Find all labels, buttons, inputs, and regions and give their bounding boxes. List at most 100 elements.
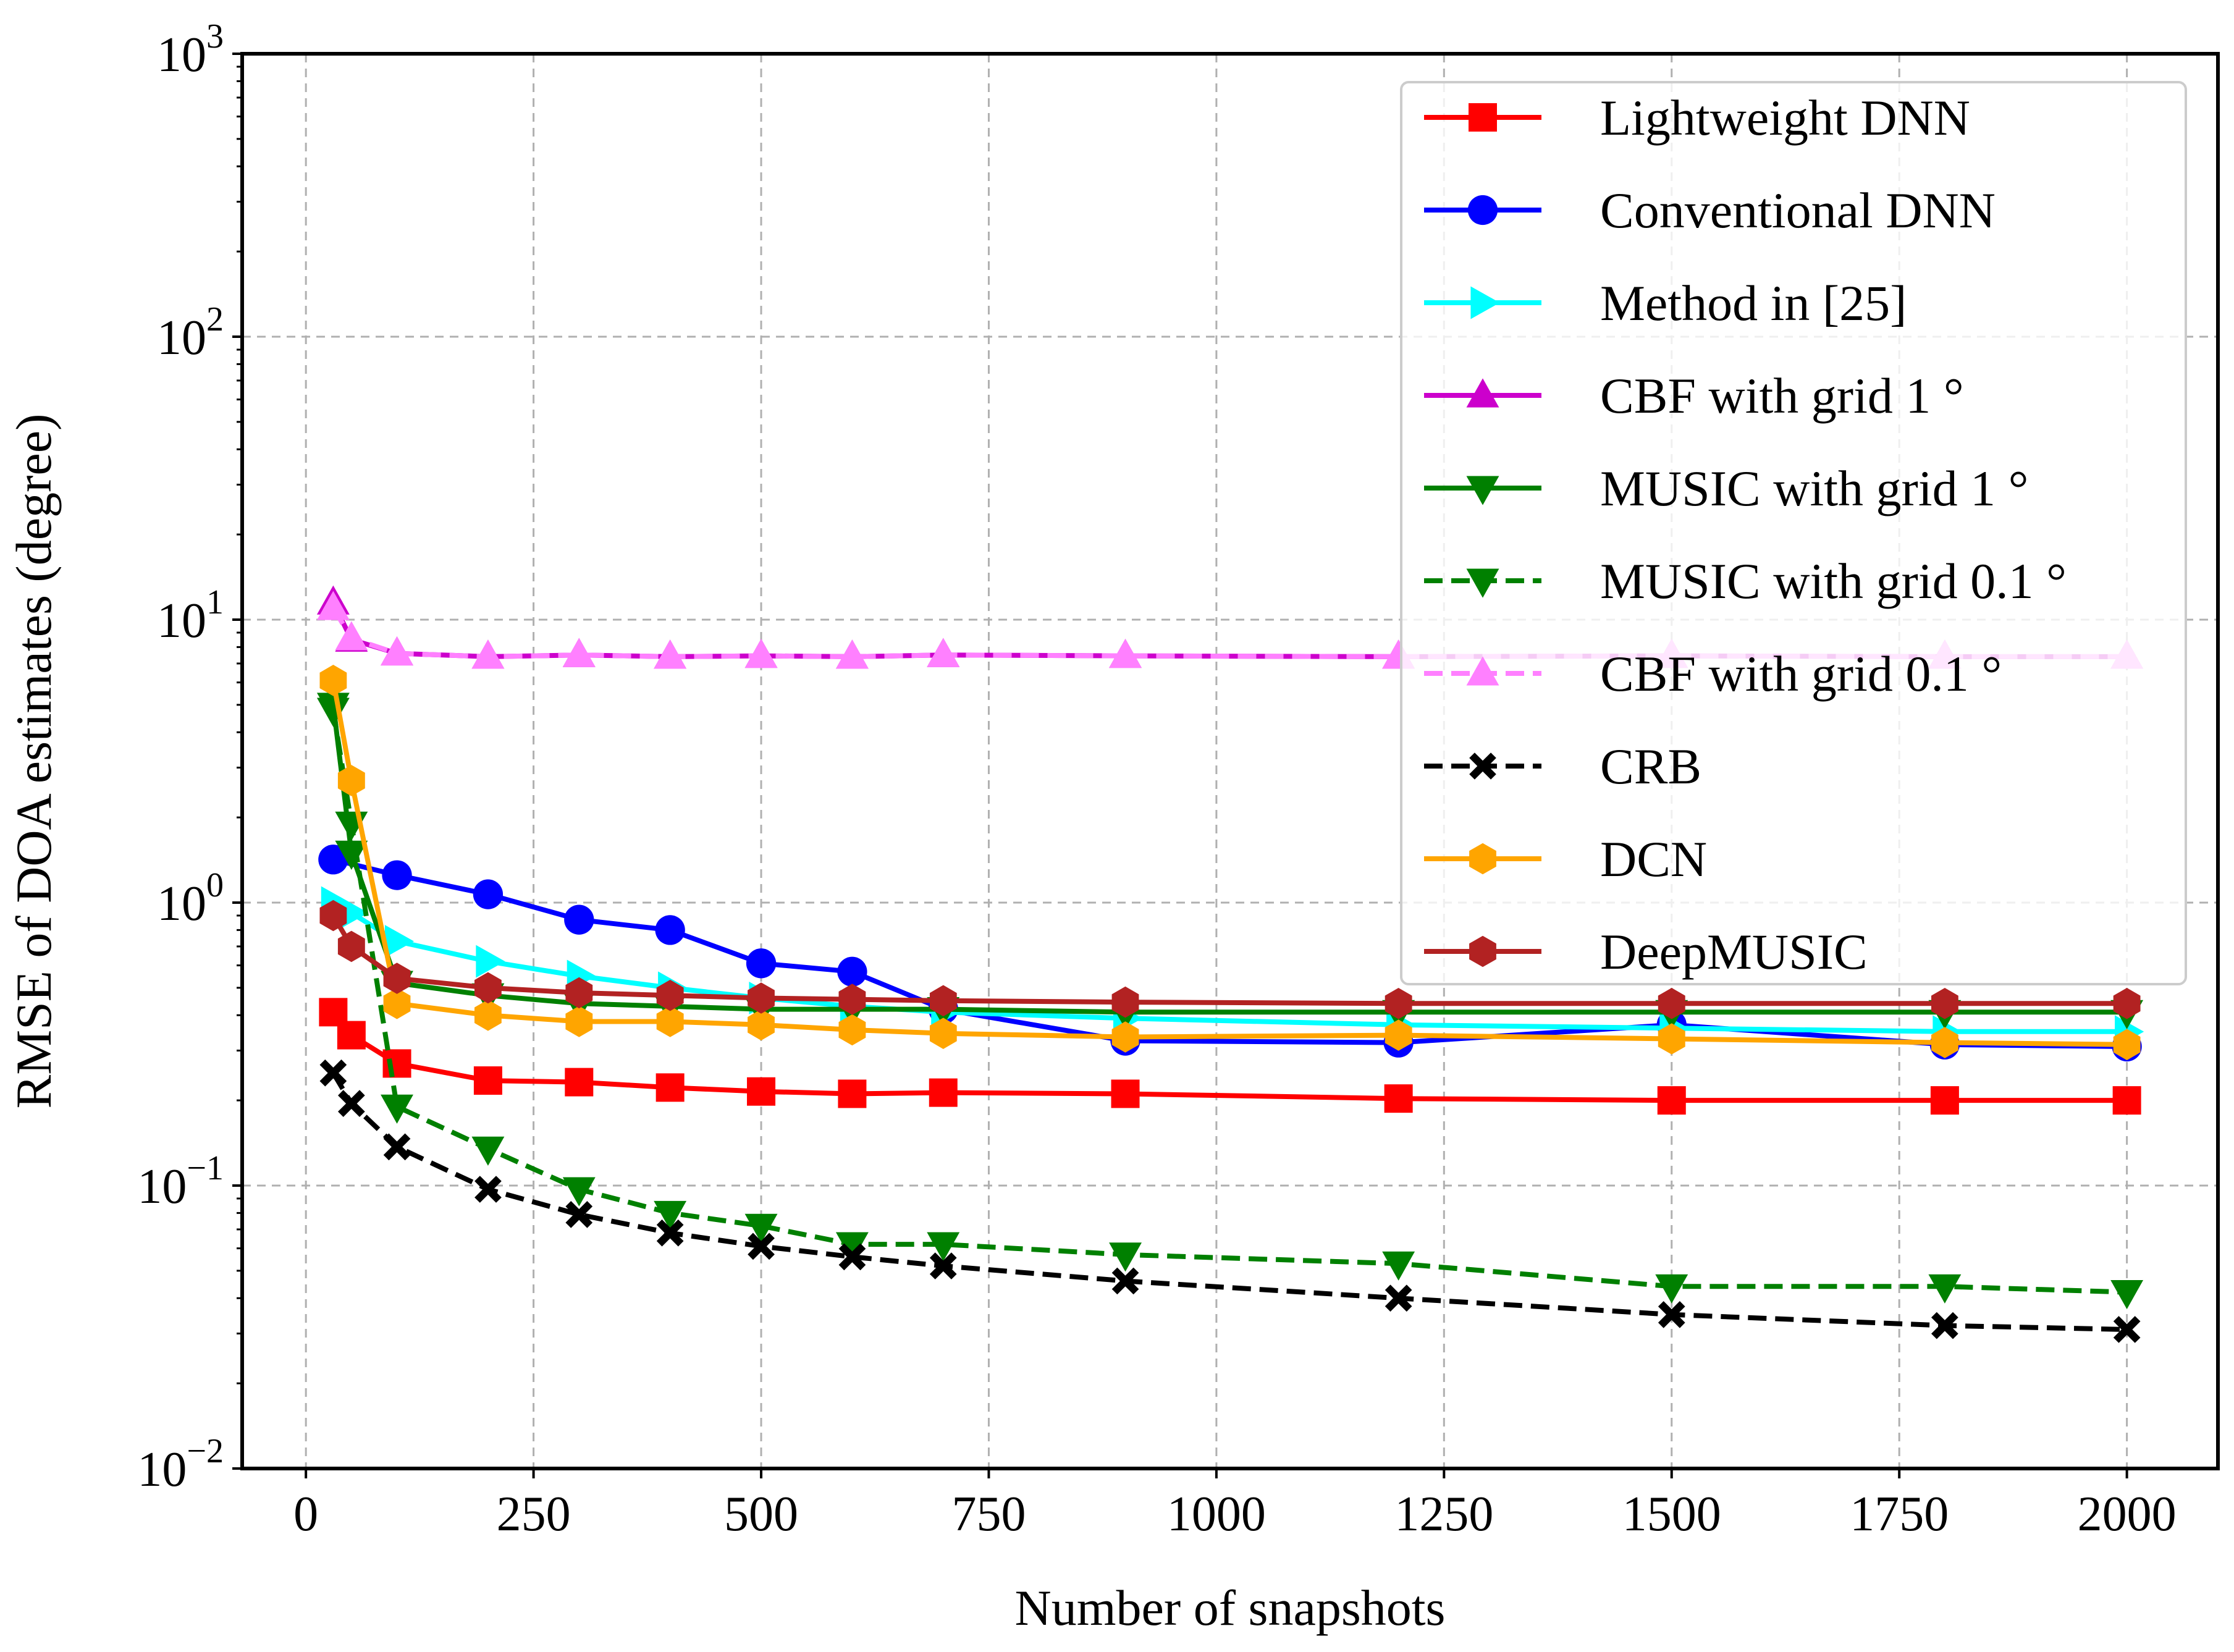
axes: 0 250 500 750 1000 1250 1500 1750 200010−210−110… bbox=[137, 17, 2176, 1541]
data-point bbox=[655, 1073, 685, 1102]
series-line bbox=[331, 1071, 2127, 1332]
data-point bbox=[929, 1078, 958, 1107]
data-point bbox=[318, 845, 348, 875]
data-point bbox=[927, 638, 960, 667]
data-point bbox=[565, 1068, 594, 1097]
data-point bbox=[383, 963, 411, 994]
legend-item: MUSIC with grid 0.1 ° bbox=[1424, 553, 2067, 609]
data-point bbox=[746, 948, 777, 979]
data-point bbox=[837, 956, 867, 987]
series-line bbox=[331, 704, 2127, 1015]
data-point bbox=[748, 1009, 775, 1041]
legend-label: CBF with grid 1 ° bbox=[1600, 368, 1964, 424]
x-tick-label: 500 bbox=[724, 1487, 798, 1541]
y-tick-exponent: 3 bbox=[206, 17, 224, 56]
data-point bbox=[1655, 1274, 1688, 1304]
data-point bbox=[655, 915, 685, 945]
legend-marker bbox=[1466, 378, 1499, 408]
y-tick-base: 10 bbox=[157, 877, 206, 931]
data-point bbox=[744, 638, 778, 668]
data-point bbox=[1930, 1086, 1959, 1115]
data-point bbox=[1385, 988, 1412, 1019]
y-tick-label: 103 bbox=[157, 17, 224, 82]
data-point bbox=[1111, 986, 1139, 1018]
data-point bbox=[744, 1213, 778, 1243]
data-point bbox=[337, 930, 365, 963]
data-point bbox=[654, 1200, 687, 1230]
data-point bbox=[384, 925, 415, 958]
legend-marker bbox=[1466, 568, 1499, 598]
legend-label: CBF with grid 0.1 ° bbox=[1600, 646, 2002, 702]
legend-label: MUSIC with grid 1 ° bbox=[1600, 460, 2028, 516]
legend-item: DeepMUSIC bbox=[1424, 924, 1868, 980]
data-point bbox=[474, 972, 502, 1004]
data-point bbox=[1111, 1267, 1139, 1295]
data-point bbox=[1111, 1021, 1139, 1053]
legend-item: CBF with grid 0.1 ° bbox=[1424, 646, 2002, 702]
x-tick-label: 2000 bbox=[2078, 1487, 2177, 1541]
data-point bbox=[1931, 1027, 1958, 1058]
data-point bbox=[838, 984, 866, 1015]
series-0 bbox=[319, 998, 2141, 1115]
data-point bbox=[748, 1233, 775, 1260]
x-axis-label: Number of snapshots bbox=[1015, 1580, 1446, 1636]
data-point bbox=[337, 1021, 366, 1050]
x-tick-label: 1500 bbox=[1622, 1487, 1721, 1541]
legend-item: Conventional DNN bbox=[1424, 182, 1996, 238]
y-tick-exponent: 2 bbox=[206, 300, 224, 339]
data-point bbox=[564, 904, 594, 935]
y-tick-exponent: −1 bbox=[187, 1149, 224, 1187]
y-tick-label: 10−2 bbox=[137, 1432, 224, 1497]
data-point bbox=[1658, 1023, 1685, 1055]
legend-item: MUSIC with grid 1 ° bbox=[1424, 460, 2028, 516]
data-point bbox=[473, 879, 504, 909]
y-tick-base: 10 bbox=[157, 28, 206, 82]
data-point bbox=[835, 639, 869, 669]
data-point bbox=[747, 1077, 776, 1106]
data-point bbox=[383, 1133, 411, 1161]
legend-box bbox=[1400, 81, 2187, 985]
y-tick-label: 101 bbox=[157, 583, 224, 648]
data-point bbox=[338, 1090, 365, 1117]
y-tick-label: 100 bbox=[157, 866, 224, 931]
data-point bbox=[335, 840, 368, 870]
series-line bbox=[331, 914, 2127, 1006]
data-point bbox=[929, 1018, 957, 1049]
data-point bbox=[1109, 1242, 1142, 1272]
data-point bbox=[2112, 1086, 2141, 1115]
legend-marker bbox=[1469, 752, 1496, 780]
y-tick-exponent: −2 bbox=[187, 1432, 224, 1470]
series-line bbox=[332, 900, 2127, 1034]
x-tick-label: 1000 bbox=[1167, 1487, 1266, 1541]
data-point bbox=[319, 900, 347, 932]
data-point bbox=[835, 1232, 869, 1262]
data-point bbox=[381, 1094, 413, 1124]
data-point bbox=[382, 860, 412, 890]
data-point bbox=[838, 1079, 867, 1108]
x-tick-label: 750 bbox=[951, 1487, 1026, 1541]
data-point bbox=[1382, 1251, 1415, 1281]
data-point bbox=[381, 636, 413, 666]
data-point bbox=[656, 1219, 684, 1247]
data-point bbox=[316, 591, 350, 620]
data-point bbox=[476, 945, 505, 978]
data-point bbox=[565, 977, 593, 1009]
legend-item: CRB bbox=[1424, 738, 1701, 794]
legend-item: DCN bbox=[1424, 831, 1707, 887]
data-point bbox=[1931, 1312, 1958, 1339]
data-point bbox=[319, 1059, 347, 1087]
legend-label: Method in [25] bbox=[1600, 275, 1907, 331]
y-tick-label: 10−1 bbox=[137, 1149, 224, 1214]
y-tick-label: 102 bbox=[157, 300, 224, 365]
data-point bbox=[1928, 1274, 1962, 1304]
y-tick-base: 10 bbox=[137, 1443, 187, 1497]
legend-label: Lightweight DNN bbox=[1600, 90, 1970, 146]
legend-label: Conventional DNN bbox=[1600, 182, 1996, 238]
data-point bbox=[656, 1006, 684, 1037]
data-point bbox=[838, 1014, 866, 1046]
series-line bbox=[331, 680, 2127, 1047]
legend-marker bbox=[1469, 935, 1496, 967]
data-point bbox=[337, 765, 365, 796]
data-point bbox=[927, 1232, 960, 1262]
